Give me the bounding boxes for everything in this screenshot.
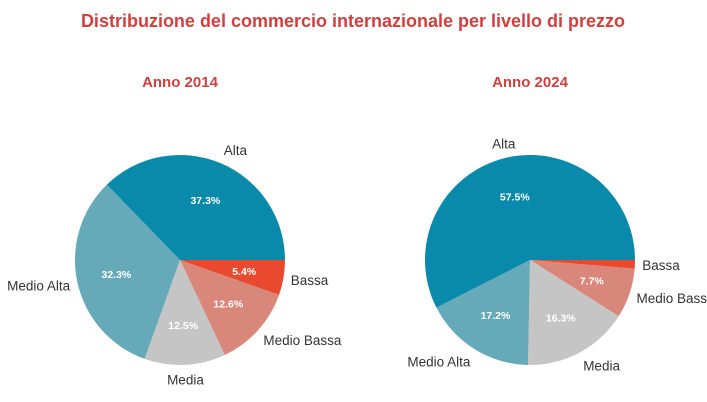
category-label: Alta (492, 137, 516, 152)
slice-medio-bassa (180, 260, 280, 355)
slice-bassa (180, 260, 285, 295)
data-label: 7.7% (580, 276, 605, 288)
category-label: Medio Alta (407, 354, 471, 369)
data-label: 37.3% (190, 195, 220, 207)
category-label: Bassa (291, 273, 329, 288)
chart-title: Distribuzione del commercio internaziona… (81, 11, 625, 31)
slice-medio-alta (75, 184, 180, 359)
subtitle-2014: Anno 2014 (142, 74, 219, 91)
category-label: Bassa (642, 258, 680, 273)
subtitle-2024: Anno 2024 (492, 74, 569, 91)
category-label: Media (167, 373, 204, 388)
data-label: 32.3% (101, 269, 131, 281)
slice-media (528, 260, 619, 366)
data-label: 57.5% (500, 192, 530, 204)
category-label: Medio Bassa (263, 333, 342, 348)
category-label: Media (583, 358, 620, 373)
data-label: 5.4% (232, 266, 257, 278)
pie-2024: Bassa 7.7% Medio Bassa 16.3% Media 17.2% Medio… (407, 137, 707, 374)
category-label: Alta (224, 143, 248, 158)
category-label: Medio Alta (7, 278, 71, 293)
data-label: 12.6% (213, 299, 243, 311)
data-label: 17.2% (481, 310, 511, 322)
slice-medio-alta (436, 260, 530, 365)
slice-alta (106, 154, 285, 260)
pie-2014: 5.4% Bassa 12.6% Medio Bassa 12.5% Media 32.3%… (7, 143, 342, 388)
slice-alta (425, 155, 635, 308)
data-label: 16.3% (546, 312, 576, 324)
category-label: Medio Bassa (637, 291, 707, 306)
slice-medio-bassa (530, 260, 635, 317)
slice-bassa (530, 260, 635, 269)
data-label: 12.5% (168, 320, 198, 332)
slice-media (144, 260, 225, 365)
